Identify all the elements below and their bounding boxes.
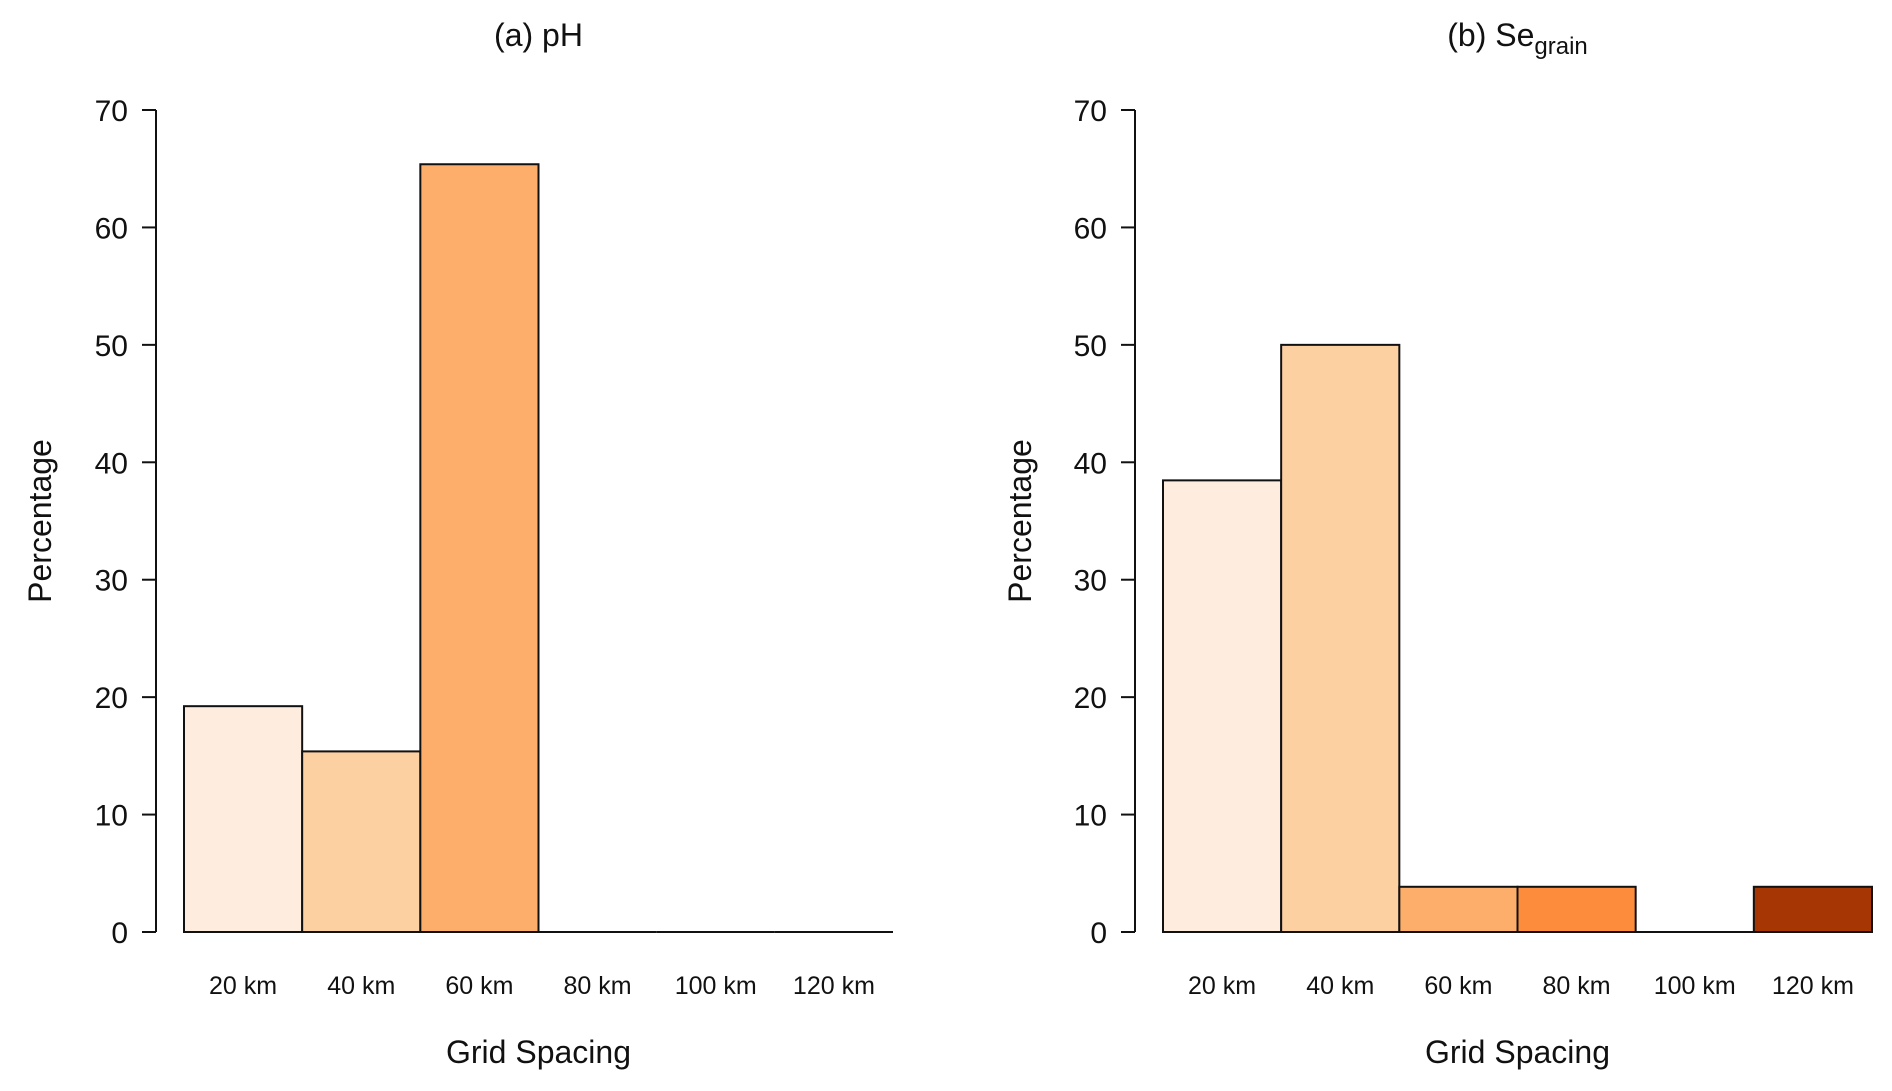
panel-a-x-tick-label: 60 km (445, 972, 513, 1000)
panel-a-y-tick-label: 70 (95, 95, 128, 128)
panel-b-y-tick-label: 40 (1074, 447, 1107, 480)
panel-b-y-tick-label: 70 (1074, 95, 1107, 128)
panel-b-bar-80km (1516, 885, 1637, 933)
panel-b-x-tick-label: 120 km (1772, 972, 1854, 1000)
panel-b-title-subscript: grain (1534, 33, 1587, 60)
panel-a-y-tick-label: 20 (95, 682, 128, 715)
panel-a-x-tick-label: 100 km (675, 972, 757, 1000)
panel-a-x-tick-label: 20 km (209, 972, 277, 1000)
panel-a-x-tick-label: 80 km (564, 972, 632, 1000)
panel-a-y-tick-label: 0 (111, 917, 128, 950)
panel-b-bar-60km (1398, 885, 1519, 933)
panel-b-y-tick-label: 60 (1074, 212, 1107, 245)
panel-a: (a) pH Grid Spacing Percentage 0 10 20 30 40… (22, 17, 893, 1070)
panel-a-ylabel: Percentage (22, 439, 58, 603)
panel-b-bar-40km (1280, 343, 1401, 934)
panel-a-y-tick-label: 40 (95, 447, 128, 480)
panel-b-x-tick-label: 100 km (1654, 972, 1736, 1000)
panel-b-y-tick-label: 30 (1074, 565, 1107, 598)
panel-b-bar-120km (1752, 885, 1874, 933)
panel-b-x-tick-label: 60 km (1424, 972, 1492, 1000)
panel-b-x-tick-label: 80 km (1543, 972, 1611, 1000)
panel-a-bar-40km (301, 750, 422, 933)
panel-b-x-tick-label: 20 km (1188, 972, 1256, 1000)
panel-a-title: (a) pH (494, 17, 583, 53)
panel-b: (b) Segrain Grid Spacing Percentage 0 10 2… (1002, 17, 1874, 1070)
panel-a-x-tick-label: 40 km (327, 972, 395, 1000)
panel-a-bar-20km (183, 705, 304, 934)
panel-b-y-tick-label: 0 (1090, 917, 1107, 950)
panel-b-xlabel: Grid Spacing (1425, 1034, 1610, 1070)
panel-a-bar-60km (419, 163, 540, 933)
panel-b-bar-20km (1162, 479, 1283, 933)
panel-b-y-tick-label: 10 (1074, 800, 1107, 833)
panel-a-xlabel: Grid Spacing (446, 1034, 631, 1070)
panel-b-x-tick-label: 40 km (1306, 972, 1374, 1000)
panel-a-y-tick-label: 30 (95, 565, 128, 598)
panel-a-x-tick-label: 120 km (793, 972, 875, 1000)
panel-a-y-tick-label: 10 (95, 800, 128, 833)
panel-a-y-tick-label: 60 (95, 212, 128, 245)
panel-b-y-tick-label: 20 (1074, 682, 1107, 715)
panel-b-ylabel: Percentage (1002, 439, 1038, 603)
panel-a-y-tick-label: 50 (95, 330, 128, 363)
panel-b-y-tick-label: 50 (1074, 330, 1107, 363)
panel-b-title: (b) Segrain (1447, 17, 1588, 60)
